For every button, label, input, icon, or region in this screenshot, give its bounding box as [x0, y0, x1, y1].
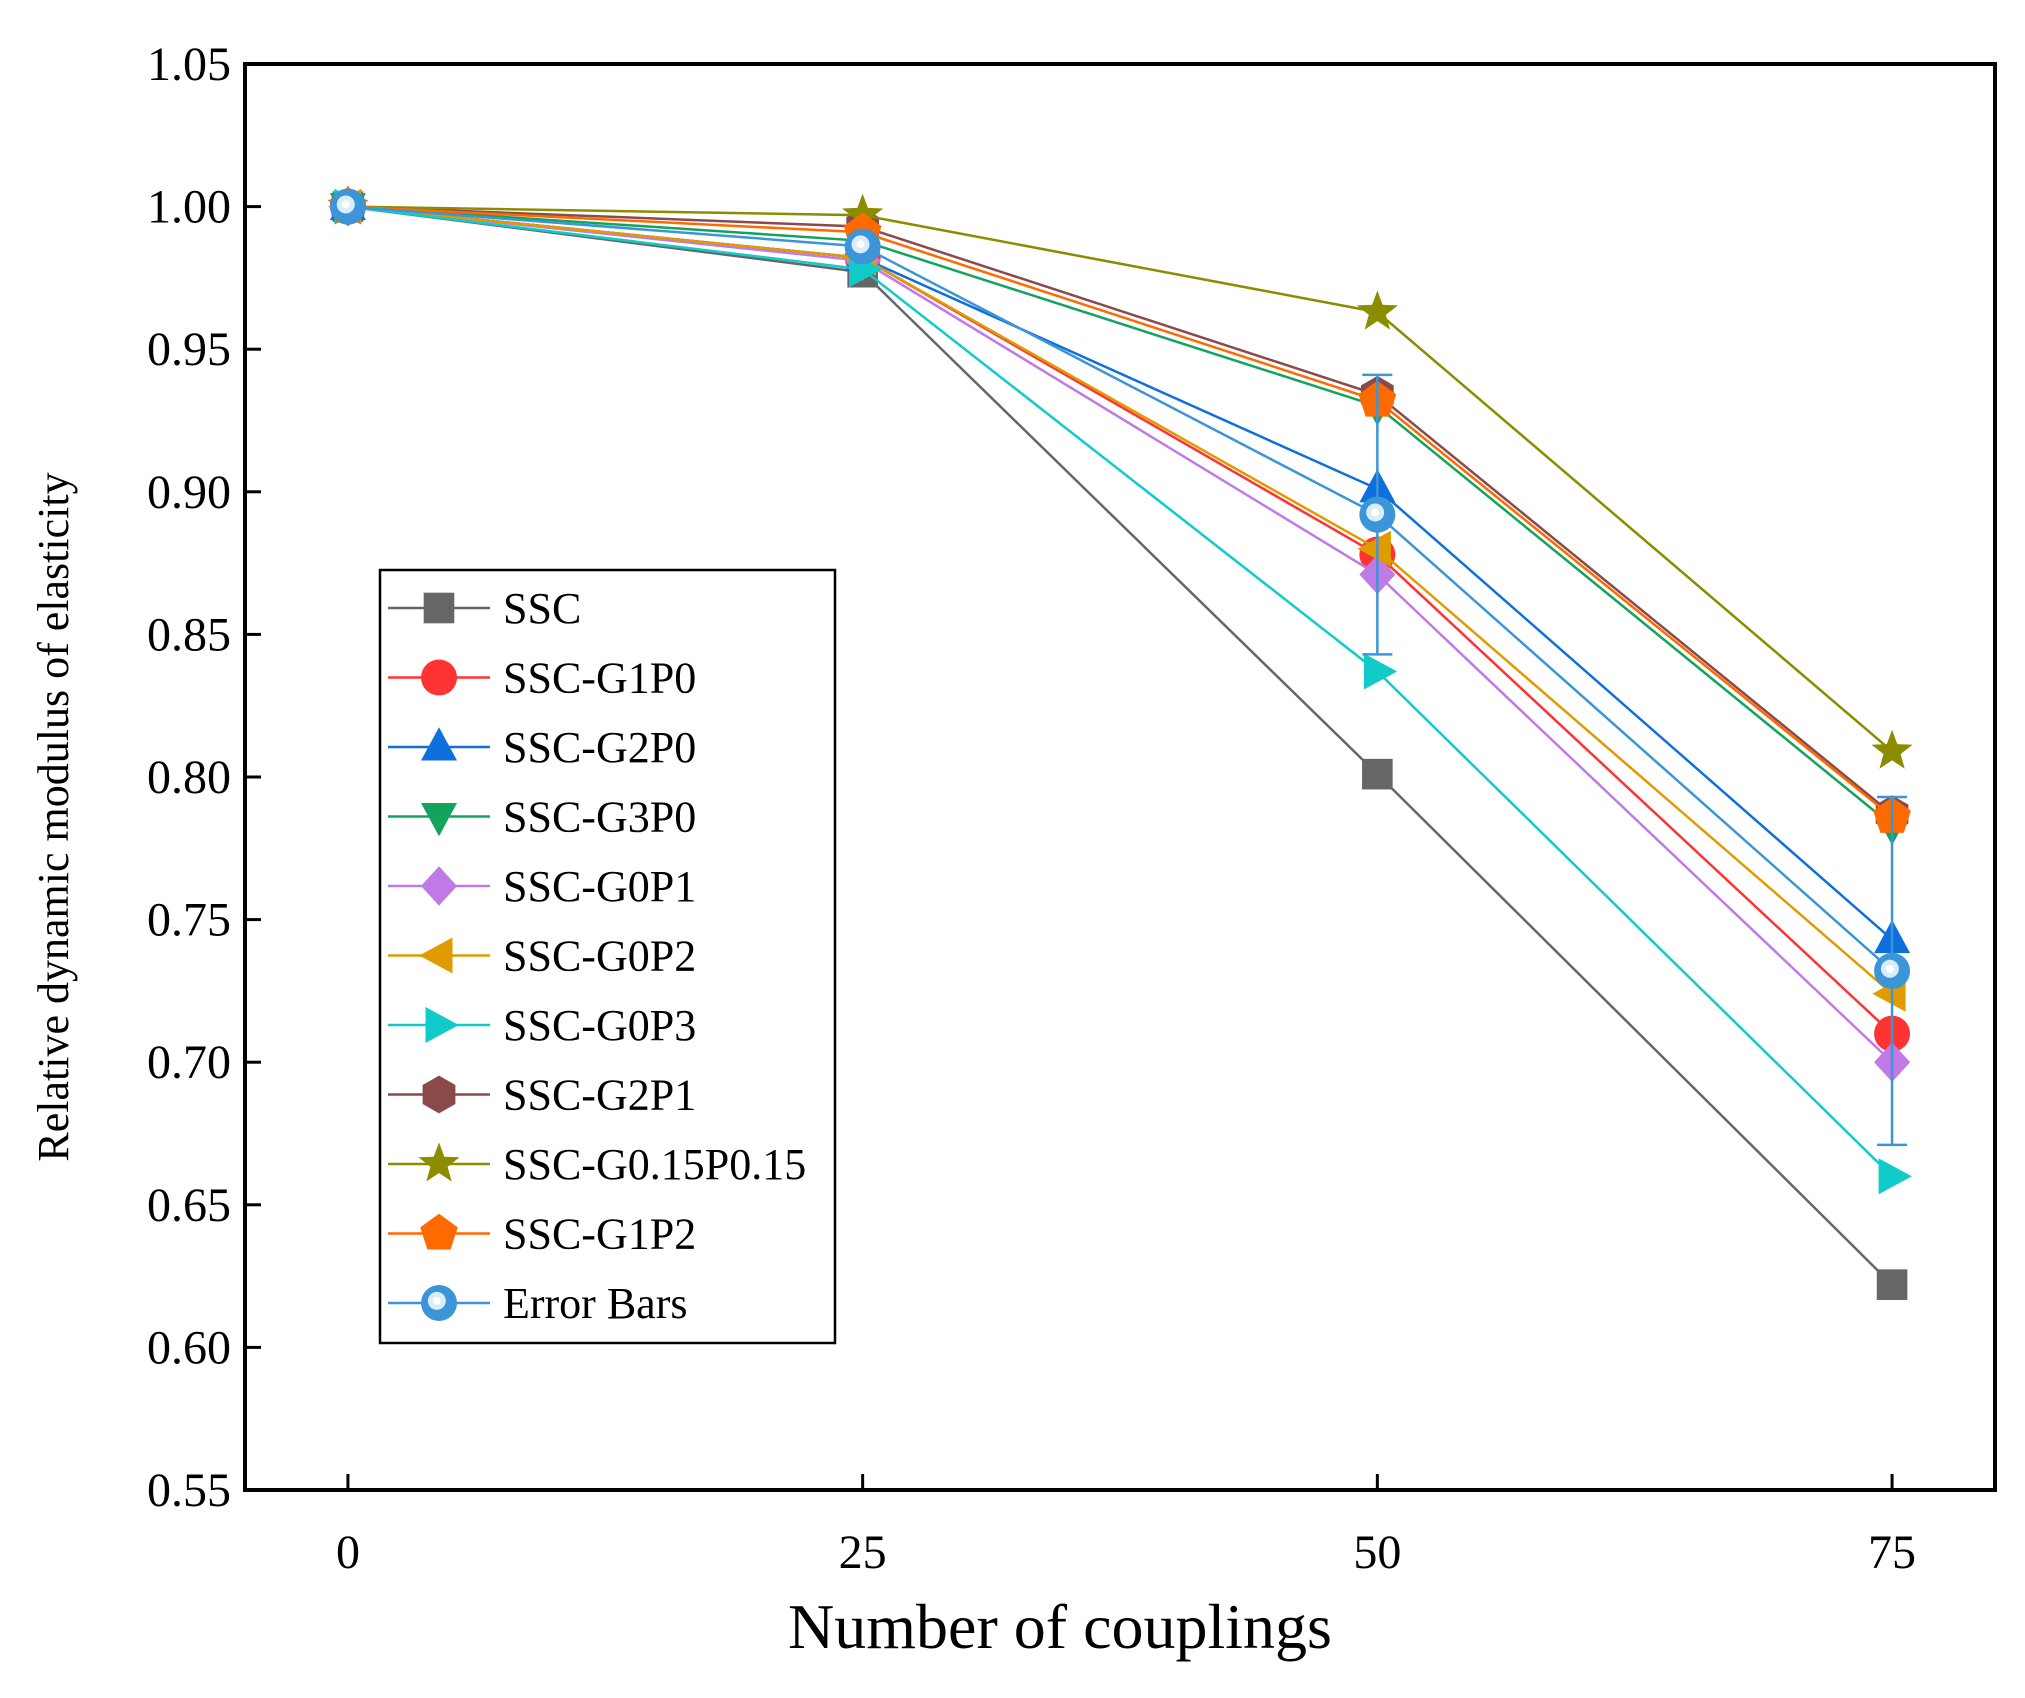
legend-marker — [421, 866, 457, 906]
data-point — [1363, 653, 1398, 690]
legend-label: SSC-G2P0 — [503, 723, 696, 772]
series-line — [347, 205, 1893, 972]
legend-label: SSC-G0P3 — [503, 1001, 696, 1050]
legend-item: SSC-G1P2 — [388, 1210, 696, 1259]
axes: 0 25 50 75 0.55 0.60 0.65 0.70 0.75 0.80 0.85 0.90 0… — [29, 38, 1997, 1662]
series-line — [347, 205, 1893, 827]
series-group — [327, 185, 1913, 1300]
y-tick-label: 1.05 — [147, 38, 231, 91]
data-point — [1878, 1158, 1912, 1195]
legend-item: SSC — [388, 584, 581, 633]
y-axis-title: Relative dynamic modulus of elasticity — [29, 472, 78, 1161]
y-tick-label: 0.80 — [147, 751, 231, 804]
legend: SSC SSC-G1P0 SSC-G2P0 SSC-G3P0 SSC-G0P1 SSC-G… — [378, 568, 837, 1345]
y-tick-label: 0.60 — [147, 1321, 231, 1374]
legend-marker — [421, 803, 457, 837]
legend-marker — [419, 937, 453, 974]
data-point — [1876, 1269, 1908, 1300]
legend-label: SSC-G0P2 — [503, 932, 696, 981]
x-axis-title: Number of couplings — [788, 1591, 1332, 1662]
legend-marker — [418, 1142, 460, 1182]
x-tick-label: 0 — [336, 1526, 360, 1579]
series-10 — [329, 188, 1911, 1147]
series-line — [347, 205, 1893, 1064]
data-point — [1874, 952, 1911, 989]
legend-label: SSC-G3P0 — [503, 793, 696, 842]
data-point — [1356, 290, 1398, 330]
y-tick-label: 1.00 — [147, 181, 231, 234]
legend-item: SSC-G0P3 — [388, 1001, 696, 1050]
legend-item: SSC-G0P2 — [388, 932, 696, 981]
series-line — [347, 205, 1893, 995]
data-point — [329, 188, 366, 225]
legend-label: SSC-G0.15P0.15 — [503, 1140, 806, 1189]
legend-item: SSC-G0P1 — [388, 862, 696, 911]
y-tick-label: 0.85 — [147, 608, 231, 661]
legend-label: SSC — [503, 584, 581, 633]
x-tick-label: 50 — [1353, 1526, 1401, 1579]
legend-item: SSC-G2P0 — [388, 723, 696, 772]
x-tick-label: 75 — [1868, 1526, 1916, 1579]
y-tick-label: 0.70 — [147, 1036, 231, 1089]
y-tick-label: 0.65 — [147, 1179, 231, 1232]
data-point — [1362, 758, 1393, 790]
y-tick-label: 0.55 — [147, 1464, 231, 1517]
series-line — [347, 205, 1893, 753]
legend-marker — [425, 1007, 459, 1043]
y-tick-label: 0.90 — [147, 466, 231, 519]
data-point — [844, 228, 881, 265]
legend-item: Error Bars — [388, 1279, 688, 1328]
series-line — [347, 205, 1893, 818]
legend-label: Error Bars — [503, 1279, 688, 1328]
data-point — [1871, 729, 1913, 769]
series-line — [347, 205, 1893, 816]
legend-label: SSC-G2P1 — [503, 1071, 696, 1120]
legend-marker — [421, 659, 457, 696]
legend-marker — [422, 1075, 456, 1114]
legend-marker — [420, 1213, 458, 1250]
legend-item: SSC-G2P1 — [388, 1071, 696, 1120]
series-line — [347, 205, 1893, 1178]
x-tick-label: 25 — [839, 1526, 887, 1579]
data-point — [1359, 496, 1396, 533]
data-point — [1357, 530, 1391, 567]
y-tick-label: 0.95 — [147, 323, 231, 376]
legend-label: SSC-G1P0 — [503, 654, 696, 703]
legend-marker — [423, 592, 455, 624]
legend-marker — [421, 727, 457, 761]
legend-marker — [421, 1285, 457, 1321]
legend-label: SSC-G1P2 — [503, 1210, 696, 1259]
y-tick-label: 0.75 — [147, 894, 231, 947]
legend-item: SSC-G0.15P0.15 — [388, 1140, 806, 1189]
legend-label: SSC-G0P1 — [503, 862, 696, 911]
series-line — [347, 205, 1893, 1286]
legend-item: SSC-G1P0 — [388, 654, 696, 703]
legend-item: SSC-G3P0 — [388, 793, 696, 842]
